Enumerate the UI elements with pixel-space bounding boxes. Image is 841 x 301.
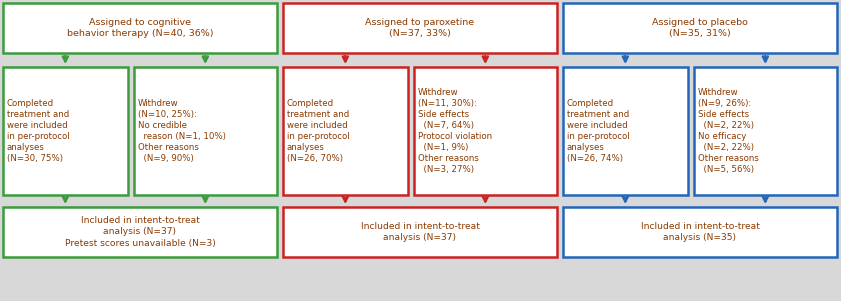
- Text: Completed
treatment and
were included
in per-protocol
analyses
(N=26, 70%): Completed treatment and were included in…: [287, 99, 350, 163]
- Text: Assigned to paroxetine
(N=37, 33%): Assigned to paroxetine (N=37, 33%): [366, 18, 474, 38]
- Text: Completed
treatment and
were included
in per-protocol
analyses
(N=30, 75%): Completed treatment and were included in…: [7, 99, 70, 163]
- Bar: [3, 3, 277, 53]
- Text: Assigned to placebo
(N=35, 31%): Assigned to placebo (N=35, 31%): [652, 18, 748, 38]
- Bar: [3, 207, 277, 257]
- Bar: [414, 67, 557, 195]
- Text: Included in intent-to-treat
analysis (N=37)
Pretest scores unavailable (N=3): Included in intent-to-treat analysis (N=…: [65, 216, 215, 248]
- Bar: [563, 67, 688, 195]
- Bar: [3, 67, 128, 195]
- Text: Withdrew
(N=10, 25%):
No credible
  reason (N=1, 10%)
Other reasons
  (N=9, 90%): Withdrew (N=10, 25%): No credible reason…: [138, 99, 225, 163]
- Text: Withdrew
(N=9, 26%):
Side effects
  (N=2, 22%)
No efficacy
  (N=2, 22%)
Other re: Withdrew (N=9, 26%): Side effects (N=2, …: [698, 88, 759, 174]
- Bar: [563, 207, 837, 257]
- Bar: [283, 3, 557, 53]
- Text: Completed
treatment and
were included
in per-protocol
analyses
(N=26, 74%): Completed treatment and were included in…: [567, 99, 630, 163]
- Bar: [283, 207, 557, 257]
- Bar: [694, 67, 837, 195]
- Bar: [134, 67, 277, 195]
- Text: Withdrew
(N=11, 30%):
Side effects
  (N=7, 64%)
Protocol violation
  (N=1, 9%)
O: Withdrew (N=11, 30%): Side effects (N=7,…: [418, 88, 492, 174]
- Text: Included in intent-to-treat
analysis (N=37): Included in intent-to-treat analysis (N=…: [361, 222, 479, 242]
- Bar: [283, 67, 408, 195]
- Text: Assigned to cognitive
behavior therapy (N=40, 36%): Assigned to cognitive behavior therapy (…: [66, 18, 214, 38]
- Text: Included in intent-to-treat
analysis (N=35): Included in intent-to-treat analysis (N=…: [641, 222, 759, 242]
- Bar: [563, 3, 837, 53]
